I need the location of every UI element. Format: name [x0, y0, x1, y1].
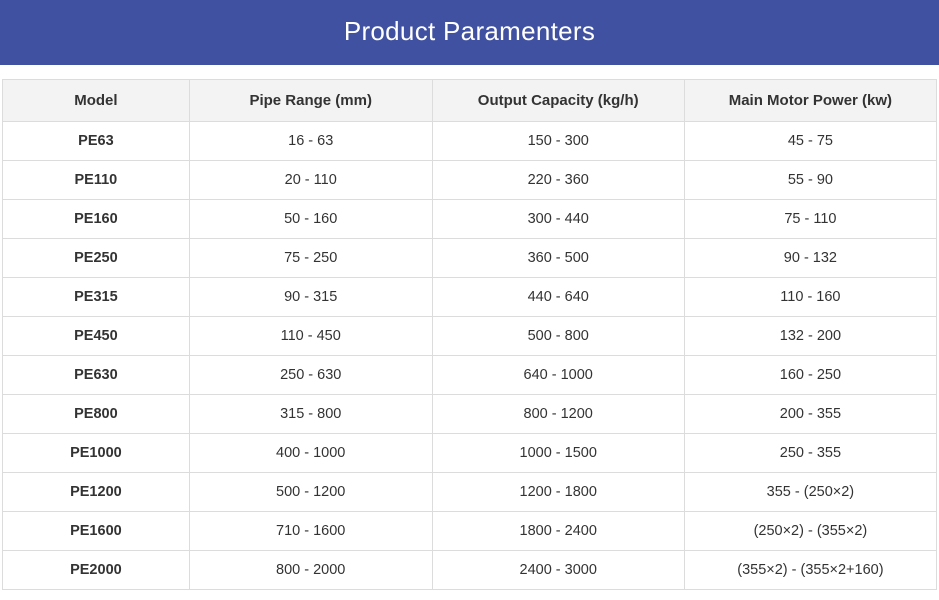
table-body: PE6316 - 63150 - 30045 - 75PE11020 - 110…: [3, 122, 937, 590]
table-row: PE6316 - 63150 - 30045 - 75: [3, 122, 937, 161]
cell-pipe-range: 500 - 1200: [189, 473, 432, 512]
cell-model: PE450: [3, 317, 190, 356]
page-title: Product Paramenters: [0, 0, 939, 65]
cell-pipe-range: 16 - 63: [189, 122, 432, 161]
col-header-model: Model: [3, 80, 190, 122]
table-row: PE1600710 - 16001800 - 2400(250×2) - (35…: [3, 512, 937, 551]
cell-pipe-range: 710 - 1600: [189, 512, 432, 551]
cell-output-capacity: 220 - 360: [432, 161, 684, 200]
cell-motor-power: 75 - 110: [684, 200, 936, 239]
cell-model: PE800: [3, 395, 190, 434]
cell-pipe-range: 90 - 315: [189, 278, 432, 317]
cell-motor-power: (355×2) - (355×2+160): [684, 551, 936, 590]
parameters-table: Model Pipe Range (mm) Output Capacity (k…: [2, 79, 937, 590]
cell-motor-power: 55 - 90: [684, 161, 936, 200]
cell-model: PE1000: [3, 434, 190, 473]
table-row: PE2000800 - 20002400 - 3000(355×2) - (35…: [3, 551, 937, 590]
table-row: PE25075 - 250360 - 50090 - 132: [3, 239, 937, 278]
col-header-power: Main Motor Power (kw): [684, 80, 936, 122]
cell-motor-power: (250×2) - (355×2): [684, 512, 936, 551]
cell-output-capacity: 1800 - 2400: [432, 512, 684, 551]
cell-model: PE160: [3, 200, 190, 239]
cell-motor-power: 110 - 160: [684, 278, 936, 317]
cell-model: PE63: [3, 122, 190, 161]
cell-model: PE1600: [3, 512, 190, 551]
cell-output-capacity: 800 - 1200: [432, 395, 684, 434]
cell-output-capacity: 150 - 300: [432, 122, 684, 161]
cell-output-capacity: 1200 - 1800: [432, 473, 684, 512]
table-row: PE31590 - 315440 - 640110 - 160: [3, 278, 937, 317]
cell-motor-power: 132 - 200: [684, 317, 936, 356]
cell-motor-power: 45 - 75: [684, 122, 936, 161]
cell-pipe-range: 20 - 110: [189, 161, 432, 200]
cell-pipe-range: 50 - 160: [189, 200, 432, 239]
cell-pipe-range: 110 - 450: [189, 317, 432, 356]
table-row: PE630250 - 630640 - 1000160 - 250: [3, 356, 937, 395]
cell-pipe-range: 315 - 800: [189, 395, 432, 434]
cell-pipe-range: 250 - 630: [189, 356, 432, 395]
table-container: Model Pipe Range (mm) Output Capacity (k…: [0, 65, 939, 590]
cell-output-capacity: 360 - 500: [432, 239, 684, 278]
table-row: PE1200500 - 12001200 - 1800355 - (250×2): [3, 473, 937, 512]
cell-motor-power: 90 - 132: [684, 239, 936, 278]
table-row: PE800315 - 800800 - 1200200 - 355: [3, 395, 937, 434]
cell-motor-power: 250 - 355: [684, 434, 936, 473]
cell-motor-power: 355 - (250×2): [684, 473, 936, 512]
cell-output-capacity: 640 - 1000: [432, 356, 684, 395]
cell-output-capacity: 440 - 640: [432, 278, 684, 317]
cell-motor-power: 200 - 355: [684, 395, 936, 434]
cell-model: PE110: [3, 161, 190, 200]
col-header-output: Output Capacity (kg/h): [432, 80, 684, 122]
table-header-row: Model Pipe Range (mm) Output Capacity (k…: [3, 80, 937, 122]
cell-model: PE1200: [3, 473, 190, 512]
table-row: PE1000400 - 10001000 - 1500250 - 355: [3, 434, 937, 473]
cell-pipe-range: 800 - 2000: [189, 551, 432, 590]
cell-output-capacity: 500 - 800: [432, 317, 684, 356]
cell-output-capacity: 1000 - 1500: [432, 434, 684, 473]
cell-pipe-range: 400 - 1000: [189, 434, 432, 473]
table-row: PE16050 - 160300 - 44075 - 110: [3, 200, 937, 239]
cell-output-capacity: 300 - 440: [432, 200, 684, 239]
cell-model: PE630: [3, 356, 190, 395]
cell-model: PE315: [3, 278, 190, 317]
table-row: PE450110 - 450500 - 800132 - 200: [3, 317, 937, 356]
cell-model: PE2000: [3, 551, 190, 590]
cell-motor-power: 160 - 250: [684, 356, 936, 395]
table-row: PE11020 - 110220 - 36055 - 90: [3, 161, 937, 200]
cell-output-capacity: 2400 - 3000: [432, 551, 684, 590]
col-header-pipe: Pipe Range (mm): [189, 80, 432, 122]
cell-model: PE250: [3, 239, 190, 278]
cell-pipe-range: 75 - 250: [189, 239, 432, 278]
